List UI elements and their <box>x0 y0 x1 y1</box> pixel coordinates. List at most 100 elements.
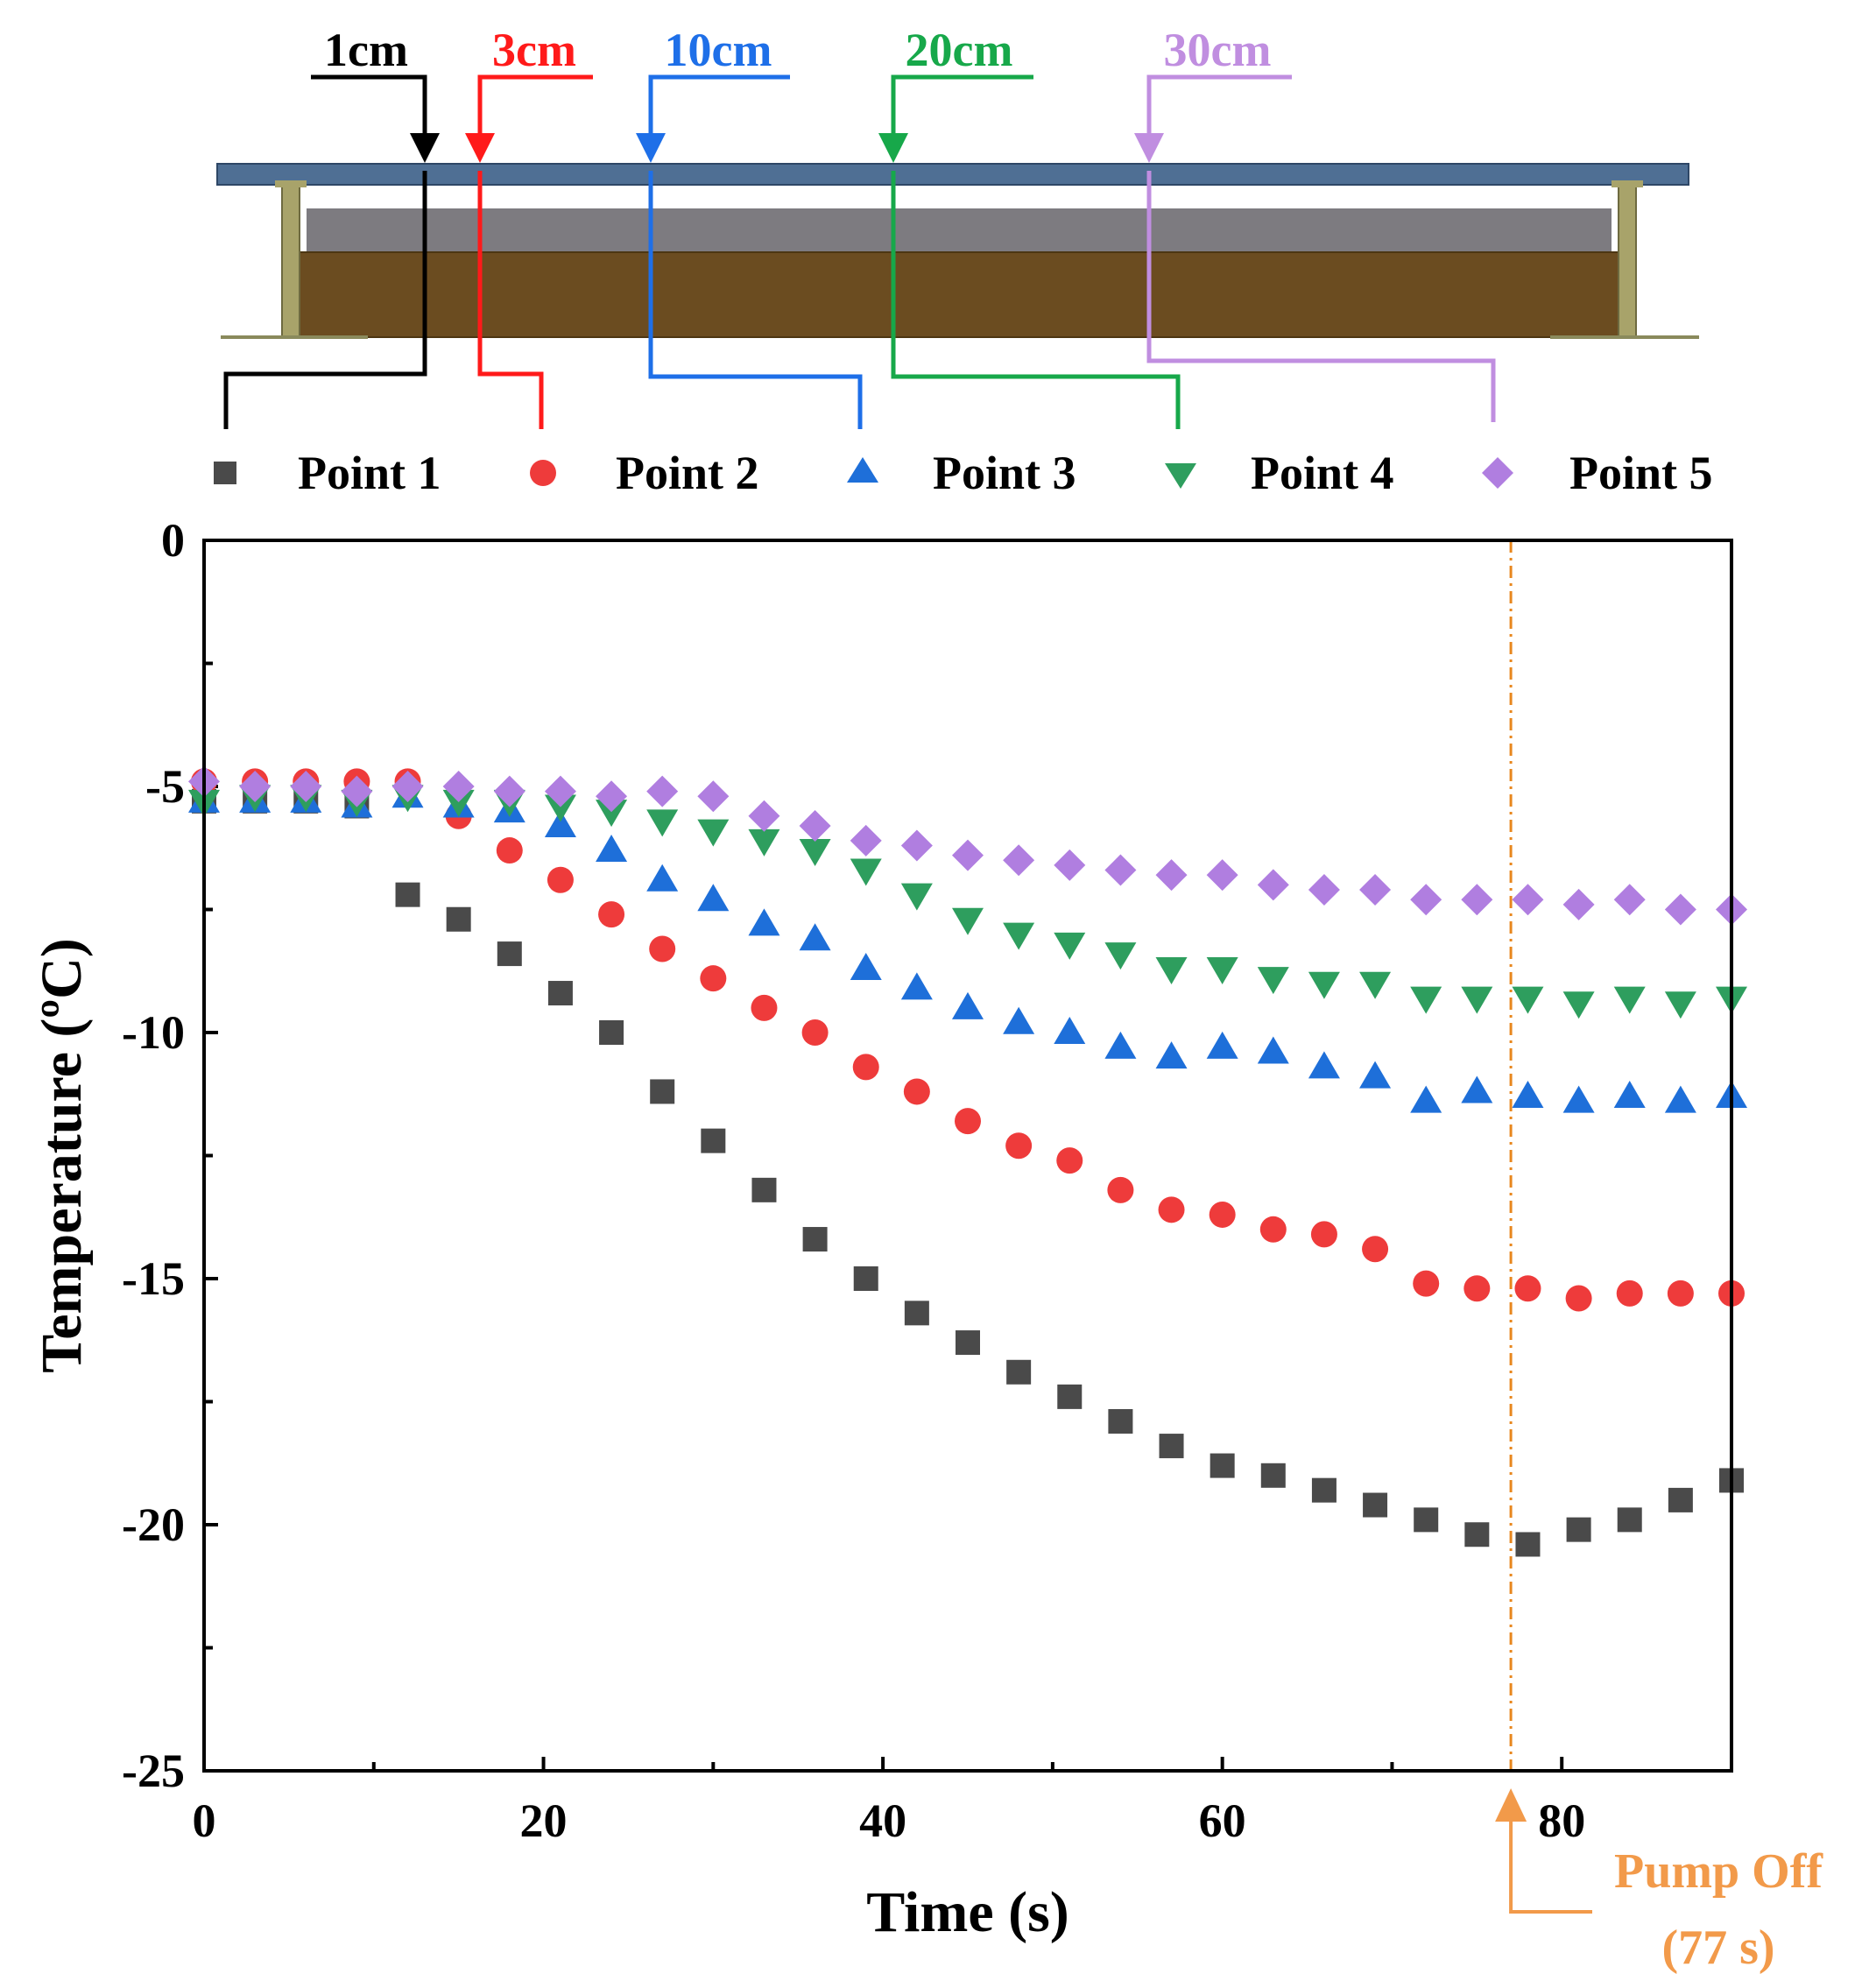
data-point <box>1155 859 1188 892</box>
data-point <box>751 1177 777 1202</box>
data-point <box>544 775 576 807</box>
data-point <box>1003 844 1035 877</box>
sensor-arrow-3 <box>636 133 666 163</box>
data-point <box>697 884 730 912</box>
data-point <box>1616 1280 1643 1307</box>
data-point <box>1613 1081 1646 1109</box>
data-point <box>1514 1275 1541 1302</box>
y-tick-label: -25 <box>122 1745 185 1797</box>
axis-tick-labels: 0 20 40 60 80 0 -5 -10 -15 -20 -25 <box>122 514 1585 1847</box>
legend-label-point-4: Point 4 <box>1251 447 1394 499</box>
data-point <box>1410 1085 1442 1113</box>
sensor-arrow-1 <box>410 133 440 163</box>
data-point <box>1362 1236 1389 1263</box>
data-point <box>1308 1051 1340 1079</box>
data-point <box>952 839 984 871</box>
sensor-arrow-5 <box>1134 133 1164 163</box>
legend-label-point-5: Point 5 <box>1569 447 1713 499</box>
data-point <box>1056 1147 1083 1174</box>
pump-off-annotation: Pump Off (77 s) <box>1495 1788 1823 1975</box>
data-point <box>850 858 882 886</box>
data-point <box>697 780 730 813</box>
data-point <box>1562 991 1595 1019</box>
sensor-line-5 <box>1146 74 1496 422</box>
data-point <box>239 771 272 802</box>
data-point <box>646 864 679 892</box>
data-point <box>1565 1285 1592 1312</box>
data-point <box>701 1128 726 1153</box>
legend-item-point-1: Point 1 <box>214 447 441 499</box>
data-point <box>1461 1075 1493 1103</box>
legend-label-point-3: Point 3 <box>933 447 1076 499</box>
depth-label-3cm: 3cm <box>492 24 576 76</box>
data-point <box>1414 1507 1439 1533</box>
pump-off-label: Pump Off <box>1614 1844 1823 1899</box>
plot-frame <box>202 539 1733 1773</box>
data-point <box>1410 986 1442 1014</box>
data-point <box>1664 991 1696 1019</box>
data-point <box>1158 1196 1185 1223</box>
data-point <box>1257 1036 1289 1064</box>
data-point <box>1613 986 1646 1014</box>
data-point <box>1668 1487 1693 1512</box>
data-point <box>1363 1492 1388 1518</box>
data-point <box>544 809 576 837</box>
data-point <box>1260 1463 1286 1488</box>
temperature-chart: 0 20 40 60 80 0 -5 -10 -15 -20 -25 Time (s) Temper… <box>30 514 1823 1975</box>
data-point <box>1512 1081 1544 1109</box>
x-axis-label: Time (s) <box>866 1880 1069 1944</box>
data-point <box>1308 874 1340 906</box>
data-point <box>496 837 523 864</box>
data-point <box>956 1330 980 1356</box>
data-point <box>1359 971 1392 999</box>
data-point <box>1664 1085 1696 1113</box>
y-tick-label: -10 <box>122 1006 185 1059</box>
legend-marker-diamond <box>1482 457 1513 489</box>
data-point <box>391 771 424 802</box>
data-point <box>1006 1359 1032 1385</box>
data-point <box>596 800 628 828</box>
data-point <box>547 866 574 893</box>
data-point <box>748 908 780 936</box>
data-point <box>853 1266 878 1291</box>
data-point <box>700 965 727 992</box>
series-point-3 <box>188 780 1747 1113</box>
data-point <box>1054 849 1086 881</box>
legend: Point 1 Point 2 Point 3 Point 4 Point 5 <box>214 447 1713 499</box>
data-point <box>446 906 471 932</box>
data-point <box>952 907 984 935</box>
data-point <box>1562 888 1595 920</box>
data-point <box>596 780 628 813</box>
data-point <box>1359 1061 1392 1089</box>
pump-off-arrowhead <box>1495 1788 1527 1822</box>
y-tick-label: -15 <box>122 1252 185 1305</box>
data-point <box>395 882 420 907</box>
data-series <box>188 765 1747 1557</box>
x-tick-label: 80 <box>1538 1794 1585 1847</box>
data-point <box>1257 869 1289 901</box>
legend-item-point-3: Point 3 <box>847 447 1076 499</box>
data-point <box>1359 874 1392 906</box>
data-point <box>598 901 625 928</box>
sensor-line-1 <box>223 74 427 429</box>
data-point <box>850 824 882 857</box>
data-point <box>290 771 322 802</box>
data-point <box>1257 967 1289 995</box>
data-point <box>1562 1085 1595 1113</box>
data-point <box>900 883 933 911</box>
series-point-5 <box>188 765 1747 926</box>
data-point <box>900 972 933 1000</box>
x-tick-label: 0 <box>193 1794 216 1847</box>
y-tick-label: 0 <box>161 514 185 567</box>
pump-off-arrow <box>1509 1822 1592 1914</box>
soil-layer <box>291 251 1628 338</box>
data-point <box>955 1108 981 1135</box>
data-point <box>650 1079 675 1104</box>
data-point <box>1104 854 1137 886</box>
sensor-arrow-4 <box>878 133 908 163</box>
data-point <box>799 839 831 867</box>
data-point <box>1054 1017 1086 1044</box>
sensor-line-4 <box>891 74 1181 429</box>
data-point <box>802 1227 828 1252</box>
legend-label-point-1: Point 1 <box>298 447 441 499</box>
